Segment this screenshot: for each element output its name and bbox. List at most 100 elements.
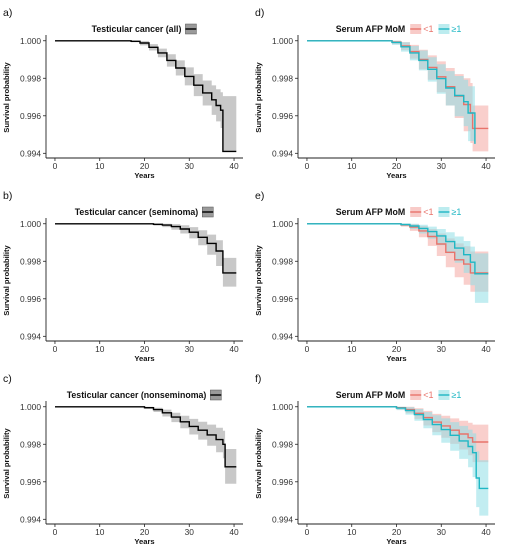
x-axis-label: Years bbox=[386, 171, 406, 180]
y-tick-label: 0.994 bbox=[272, 514, 293, 524]
y-axis-label: Survival probability bbox=[254, 61, 263, 132]
y-tick-label: 0.998 bbox=[272, 73, 293, 83]
x-axis-label: Years bbox=[134, 537, 154, 546]
survival-line bbox=[55, 223, 237, 274]
y-axis-label: Survival probability bbox=[2, 427, 11, 498]
x-tick-label: 30 bbox=[437, 527, 447, 537]
x-tick-label: 40 bbox=[229, 161, 239, 171]
y-tick-label: 0.998 bbox=[272, 439, 293, 449]
y-tick-label: 0.994 bbox=[20, 331, 41, 341]
legend-label: <1 bbox=[423, 24, 433, 34]
x-tick-label: 0 bbox=[305, 344, 310, 354]
x-tick-label: 20 bbox=[140, 527, 150, 537]
y-tick-label: 1.000 bbox=[272, 219, 293, 229]
x-tick-label: 20 bbox=[140, 161, 150, 171]
confidence-band bbox=[307, 406, 489, 516]
panel-e: e) 0 10 20 30 40 1.000 0.998 0.996 0.994 Years Surv… bbox=[252, 183, 504, 366]
y-tick-label: 1.000 bbox=[20, 219, 41, 229]
chart-svg-c: c) 0 10 20 30 40 1.000 0.998 0.996 0.994 Years Surv… bbox=[2, 373, 243, 546]
x-axis-label: Years bbox=[386, 537, 406, 546]
x-tick-label: 10 bbox=[95, 527, 105, 537]
confidence-band bbox=[307, 40, 475, 152]
x-tick-label: 20 bbox=[392, 527, 402, 537]
legend-title: Testicular cancer (all) bbox=[92, 24, 182, 34]
confidence-band bbox=[55, 40, 237, 152]
x-tick-label: 20 bbox=[392, 161, 402, 171]
y-tick-label: 1.000 bbox=[272, 402, 293, 412]
y-tick-label: 0.994 bbox=[20, 514, 41, 524]
y-tick-label: 0.998 bbox=[272, 256, 293, 266]
legend-title: Serum AFP MoM bbox=[336, 207, 405, 217]
x-tick-label: 30 bbox=[185, 344, 195, 354]
panel-label: b) bbox=[3, 190, 12, 202]
y-axis-label: Survival probability bbox=[2, 244, 11, 315]
confidence-band bbox=[55, 406, 237, 484]
y-tick-label: 0.996 bbox=[20, 477, 41, 487]
y-tick-label: 0.994 bbox=[272, 331, 293, 341]
x-tick-label: 30 bbox=[185, 161, 195, 171]
x-tick-label: 30 bbox=[437, 344, 447, 354]
chart-svg-e: e) 0 10 20 30 40 1.000 0.998 0.996 0.994 Years Surv… bbox=[254, 190, 495, 363]
y-tick-label: 1.000 bbox=[20, 36, 41, 46]
x-tick-label: 30 bbox=[185, 527, 195, 537]
panel-b: b) 0 10 20 30 40 1.000 0.998 0.996 0.994 Years Surv… bbox=[0, 183, 252, 366]
panel-label: d) bbox=[255, 7, 264, 19]
legend-title: Testicular cancer (seminoma) bbox=[75, 207, 199, 217]
legend-title: Testicular cancer (nonseminoma) bbox=[67, 390, 207, 400]
y-tick-label: 0.996 bbox=[272, 294, 293, 304]
survival-line bbox=[307, 223, 489, 275]
y-tick-label: 0.998 bbox=[20, 256, 41, 266]
x-axis-label: Years bbox=[134, 171, 154, 180]
x-axis-label: Years bbox=[134, 354, 154, 363]
x-tick-label: 0 bbox=[53, 527, 58, 537]
panel-label: a) bbox=[3, 7, 12, 19]
x-tick-label: 0 bbox=[305, 161, 310, 171]
confidence-band bbox=[55, 223, 237, 287]
y-tick-label: 0.994 bbox=[20, 148, 41, 158]
panel-label: c) bbox=[3, 373, 12, 385]
y-tick-label: 0.994 bbox=[272, 148, 293, 158]
survival-line bbox=[307, 40, 476, 144]
legend-label: <1 bbox=[423, 390, 433, 400]
legend-title: Serum AFP MoM bbox=[336, 24, 405, 34]
panel-c: c) 0 10 20 30 40 1.000 0.998 0.996 0.994 Years Surv… bbox=[0, 366, 252, 549]
legend-label: ≥1 bbox=[451, 390, 461, 400]
x-tick-label: 10 bbox=[95, 344, 105, 354]
chart-svg-f: f) 0 10 20 30 40 1.000 0.998 0.996 0.994 Years Surv… bbox=[254, 373, 495, 546]
y-tick-label: 0.996 bbox=[272, 477, 293, 487]
legend-label: ≥1 bbox=[451, 24, 461, 34]
y-tick-label: 0.996 bbox=[272, 111, 293, 121]
survival-line bbox=[307, 406, 489, 490]
x-tick-label: 10 bbox=[347, 161, 357, 171]
x-tick-label: 30 bbox=[437, 161, 447, 171]
y-axis-label: Survival probability bbox=[254, 427, 263, 498]
x-tick-label: 40 bbox=[481, 527, 491, 537]
x-tick-label: 40 bbox=[481, 161, 491, 171]
chart-svg-d: d) 0 10 20 30 40 1.000 0.998 0.996 0.994 Years Surv… bbox=[254, 7, 495, 180]
chart-svg-a: a) 0 10 20 30 40 1.000 0.998 0.996 0.994 Years Surv… bbox=[2, 7, 243, 180]
survival-line bbox=[55, 40, 237, 153]
legend-title: Serum AFP MoM bbox=[336, 390, 405, 400]
x-tick-label: 20 bbox=[392, 344, 402, 354]
y-tick-label: 1.000 bbox=[272, 36, 293, 46]
y-tick-label: 0.996 bbox=[20, 111, 41, 121]
x-tick-label: 40 bbox=[229, 344, 239, 354]
panel-d: d) 0 10 20 30 40 1.000 0.998 0.996 0.994 Years Surv… bbox=[252, 0, 504, 183]
panel-f: f) 0 10 20 30 40 1.000 0.998 0.996 0.994 Years Surv… bbox=[252, 366, 504, 549]
x-tick-label: 0 bbox=[53, 161, 58, 171]
x-tick-label: 10 bbox=[347, 344, 357, 354]
panel-label: f) bbox=[255, 373, 261, 385]
panel-label: e) bbox=[255, 190, 264, 202]
y-axis-label: Survival probability bbox=[254, 244, 263, 315]
y-tick-label: 0.998 bbox=[20, 439, 41, 449]
y-tick-label: 0.998 bbox=[20, 73, 41, 83]
x-tick-label: 0 bbox=[305, 527, 310, 537]
x-tick-label: 40 bbox=[481, 344, 491, 354]
x-tick-label: 20 bbox=[140, 344, 150, 354]
y-tick-label: 0.996 bbox=[20, 294, 41, 304]
panel-a: a) 0 10 20 30 40 1.000 0.998 0.996 0.994 Years Surv… bbox=[0, 0, 252, 183]
x-tick-label: 10 bbox=[347, 527, 357, 537]
y-axis-label: Survival probability bbox=[2, 61, 11, 132]
x-tick-label: 40 bbox=[229, 527, 239, 537]
legend-label: ≥1 bbox=[451, 207, 461, 217]
